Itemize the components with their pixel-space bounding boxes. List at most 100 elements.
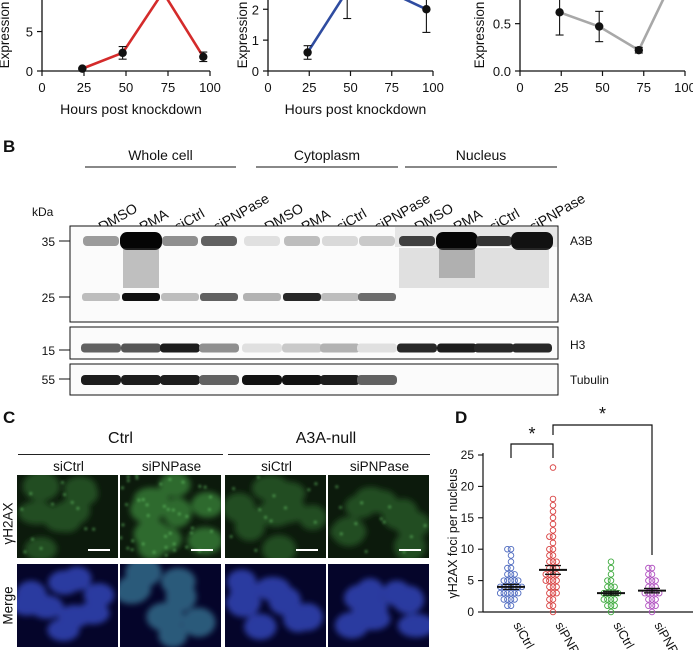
band-a3b	[476, 236, 512, 246]
nucleus	[187, 527, 221, 555]
nucleus	[58, 604, 91, 628]
band-h3	[121, 343, 161, 353]
data-point	[507, 602, 515, 609]
chart-a-left: 0 25 50 75 100 0 5 Expression Hours post knockdo…	[0, 0, 221, 117]
data-point	[422, 5, 431, 14]
data-point	[504, 577, 511, 584]
x-tick-label: 50	[119, 80, 133, 95]
data-point	[553, 577, 560, 584]
nuclei	[225, 569, 323, 640]
band-h3	[512, 343, 552, 353]
focus-dot	[92, 527, 95, 531]
nucleus	[331, 516, 366, 547]
focus-dot	[165, 553, 168, 557]
focus-dot	[166, 508, 170, 511]
data-point	[604, 602, 611, 609]
focus-dot	[258, 508, 262, 511]
y-tick-label: 1	[252, 33, 259, 48]
data-point	[645, 577, 652, 584]
foci	[120, 475, 213, 557]
focus-dot	[29, 492, 33, 495]
band-h3	[357, 343, 397, 353]
data-point	[546, 577, 553, 584]
nucleus	[234, 513, 266, 542]
group-label: Whole cell	[128, 147, 193, 163]
nucleus	[64, 480, 99, 507]
x-tick-label: 25	[77, 80, 91, 95]
data-point	[549, 596, 557, 603]
focus-dot	[172, 542, 176, 546]
group-ctrl-label: Ctrl	[108, 430, 133, 447]
data-point	[549, 533, 557, 540]
merge-micrograph	[120, 564, 221, 647]
focus-dot	[314, 520, 317, 524]
data-point	[507, 577, 515, 584]
focus-dot	[61, 481, 64, 484]
category-label: siPNP	[552, 620, 581, 651]
data-point	[549, 514, 557, 522]
band-tubulin	[282, 375, 322, 385]
nucleus	[120, 576, 152, 603]
data-point	[549, 552, 557, 559]
data-point	[500, 589, 508, 597]
band-a3b	[511, 232, 553, 250]
nuclei	[225, 475, 326, 558]
data-point	[652, 596, 659, 603]
nucleus	[283, 604, 314, 633]
focus-dot	[181, 480, 185, 484]
data-point	[549, 589, 557, 597]
focus-dot	[51, 502, 54, 506]
merge-micrograph	[17, 564, 118, 647]
y-tick-label: 0.0	[493, 64, 511, 79]
nucleus	[83, 583, 115, 608]
focus-dot	[264, 516, 267, 519]
band-tubulin	[81, 375, 121, 385]
nucleus	[62, 566, 92, 591]
category-label: siCtrl	[510, 620, 536, 651]
focus-dot	[125, 503, 128, 506]
band-a3b	[436, 232, 478, 250]
data-point	[546, 558, 553, 566]
band-a3a	[200, 293, 238, 301]
nucleus	[344, 494, 376, 519]
focus-dot	[232, 487, 235, 490]
blot-box-h3	[69, 326, 559, 360]
significance-star: *	[599, 404, 606, 424]
nucleus	[22, 475, 60, 502]
category-label: siPNP	[651, 620, 680, 651]
focus-dot	[127, 479, 130, 482]
data-point	[607, 608, 615, 616]
y-tick-label: 15	[461, 511, 475, 525]
data-point	[634, 45, 643, 55]
data-point	[504, 545, 511, 553]
chart-a-right: 0 25 50 75 100 0.0 0.5 Expression	[472, 0, 693, 95]
band-smear	[399, 248, 549, 288]
nucleus	[351, 601, 381, 628]
x-tick-label: 0	[38, 80, 45, 95]
band-a3b	[399, 236, 435, 246]
nuclei	[334, 578, 429, 639]
focus-dot	[141, 498, 145, 501]
data-point	[607, 602, 615, 609]
band-a3a	[122, 293, 160, 301]
kda-marker: 15	[42, 344, 56, 358]
data-point	[652, 577, 659, 584]
data-point	[645, 571, 652, 578]
focus-dot	[135, 475, 138, 477]
band-tubulin	[357, 375, 397, 385]
micrographs	[17, 475, 429, 647]
data-point	[553, 589, 560, 597]
x-tick-label: 75	[161, 80, 175, 95]
band-a3b	[244, 236, 280, 246]
gh2ax-micrograph	[120, 475, 221, 558]
data-point	[549, 464, 557, 471]
band-a3b	[83, 236, 119, 246]
group-a3a-underline	[228, 454, 430, 455]
focus-dot	[168, 532, 172, 535]
data-point	[549, 539, 557, 547]
nucleus	[225, 591, 262, 614]
data-point	[549, 558, 557, 566]
focus-dot	[284, 506, 287, 510]
